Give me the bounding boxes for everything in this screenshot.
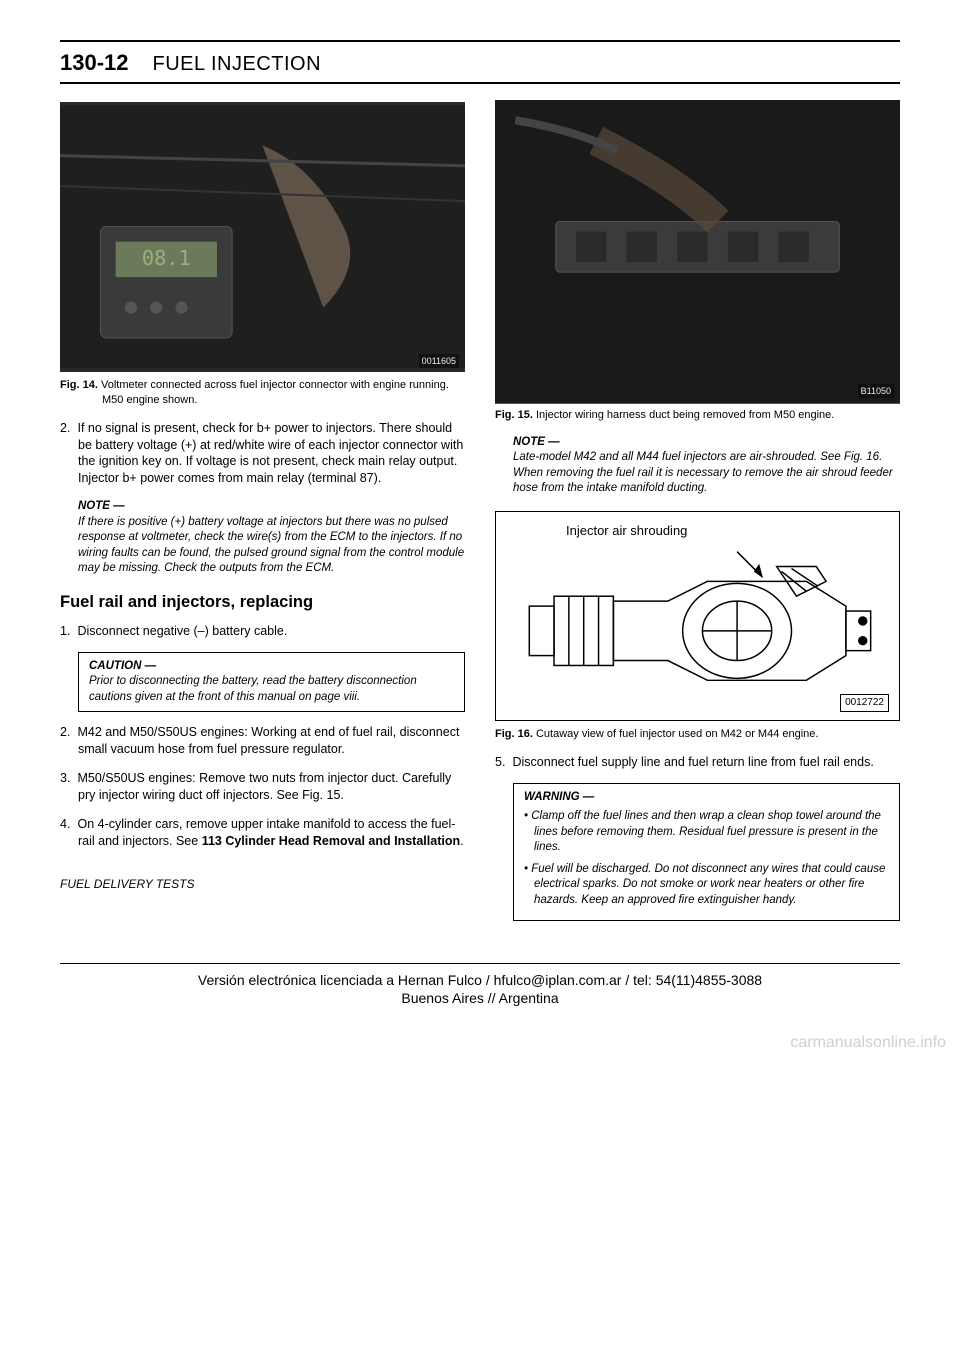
step-4b: 4. On 4-cylinder cars, remove upper inta…	[60, 816, 465, 850]
step3b-num: 3.	[60, 770, 74, 787]
step5-text: Disconnect fuel supply line and fuel ret…	[512, 755, 873, 769]
warning-list: Clamp off the fuel lines and then wrap a…	[524, 809, 889, 908]
svg-text:08.1: 08.1	[142, 246, 191, 270]
step2b-text: M42 and M50/S50US engines: Working at en…	[77, 725, 459, 756]
step4b-bold: 113 Cylinder Head Removal and Installati…	[202, 834, 460, 848]
fig15-caption: Fig. 15. Injector wiring harness duct be…	[495, 408, 900, 423]
step-3b: 3. M50/S50US engines: Remove two nuts fr…	[60, 770, 465, 804]
voltmeter-placeholder-svg: 08.1	[60, 105, 465, 368]
fig15-label: Fig. 15.	[495, 409, 533, 421]
section-heading: Fuel rail and injectors, replacing	[60, 591, 465, 613]
note1-body: If there is positive (+) battery voltage…	[78, 515, 465, 577]
photo-tag-right: B11050	[858, 384, 894, 398]
injector-svg	[506, 522, 889, 710]
manual-page: 130-12 FUEL INJECTION 08.1 0011605	[0, 0, 960, 1030]
steps-right: 5. Disconnect fuel supply line and fuel …	[495, 754, 900, 771]
steps-bottom: 1. Disconnect negative (–) battery cable…	[60, 623, 465, 640]
diagram-tag: 0012722	[840, 694, 889, 712]
caution-head: CAUTION —	[89, 659, 454, 675]
note1-head: NOTE —	[78, 499, 465, 515]
step4b-num: 4.	[60, 816, 74, 833]
photo-harness: B11050	[495, 102, 900, 402]
photo-voltmeter: 08.1 0011605	[60, 102, 465, 372]
license-bar: Versión electrónica licenciada a Hernan …	[60, 963, 900, 1010]
fig14-label: Fig. 14.	[60, 379, 98, 391]
note-block-1: NOTE — If there is positive (+) battery …	[78, 499, 465, 577]
fig16-caption: Fig. 16. Cutaway view of fuel injector u…	[495, 727, 900, 742]
photo-tag: 0011605	[419, 354, 459, 368]
note-block-2: NOTE — Late-model M42 and all M44 fuel i…	[513, 435, 900, 497]
license-line1: Versión electrónica licenciada a Hernan …	[198, 972, 762, 988]
step5-num: 5.	[495, 754, 509, 771]
step2b-num: 2.	[60, 724, 74, 741]
injector-diagram: Injector air shrouding	[495, 511, 900, 721]
content-columns: 08.1 0011605 Fig. 14. Voltmeter connecte…	[60, 102, 900, 933]
harness-placeholder-svg	[495, 100, 900, 404]
fig14-caption: Fig. 14. Voltmeter connected across fuel…	[60, 378, 465, 408]
note2-body: Late-model M42 and all M44 fuel injector…	[513, 450, 900, 497]
step4b-text-b: .	[460, 834, 463, 848]
fig15-text: Injector wiring harness duct being remov…	[536, 409, 834, 421]
warning-item-2: Fuel will be discharged. Do not disconne…	[524, 862, 889, 909]
fig16-text: Cutaway view of fuel injector used on M4…	[536, 728, 819, 740]
fig14-text: Voltmeter connected across fuel injector…	[101, 379, 449, 406]
step1b-num: 1.	[60, 623, 74, 640]
steps-top: 2. If no signal is present, check for b+…	[60, 420, 465, 488]
top-rule	[60, 40, 900, 42]
step-5: 5. Disconnect fuel supply line and fuel …	[495, 754, 900, 771]
footer-label: FUEL DELIVERY TESTS	[60, 876, 465, 892]
fig16-label: Fig. 16.	[495, 728, 533, 740]
license-line2: Buenos Aires // Argentina	[80, 990, 880, 1006]
step1b-text: Disconnect negative (–) battery cable.	[77, 624, 287, 638]
warning-head: WARNING —	[524, 790, 889, 806]
caution-body: Prior to disconnecting the battery, read…	[89, 674, 454, 705]
left-column: 08.1 0011605 Fig. 14. Voltmeter connecte…	[60, 102, 465, 933]
warning-item-1: Clamp off the fuel lines and then wrap a…	[524, 809, 889, 856]
page-header: 130-12 FUEL INJECTION	[60, 50, 900, 84]
step-1b: 1. Disconnect negative (–) battery cable…	[60, 623, 465, 640]
caution-box: CAUTION — Prior to disconnecting the bat…	[78, 652, 465, 713]
page-title: FUEL INJECTION	[153, 53, 322, 76]
watermark: carmanualsonline.info	[0, 1030, 960, 1062]
note2-head: NOTE —	[513, 435, 900, 451]
diagram-label: Injector air shrouding	[566, 522, 687, 540]
page-number: 130-12	[60, 50, 129, 76]
step3b-text: M50/S50US engines: Remove two nuts from …	[77, 771, 451, 802]
step-2b: 2. M42 and M50/S50US engines: Working at…	[60, 724, 465, 758]
step2-text: If no signal is present, check for b+ po…	[77, 421, 463, 486]
step-2: 2. If no signal is present, check for b+…	[60, 420, 465, 488]
warning-box: WARNING — Clamp off the fuel lines and t…	[513, 783, 900, 922]
steps-bottom-cont: 2. M42 and M50/S50US engines: Working at…	[60, 724, 465, 849]
right-column: B11050 Fig. 15. Injector wiring harness …	[495, 102, 900, 933]
step2-num: 2.	[60, 420, 74, 437]
